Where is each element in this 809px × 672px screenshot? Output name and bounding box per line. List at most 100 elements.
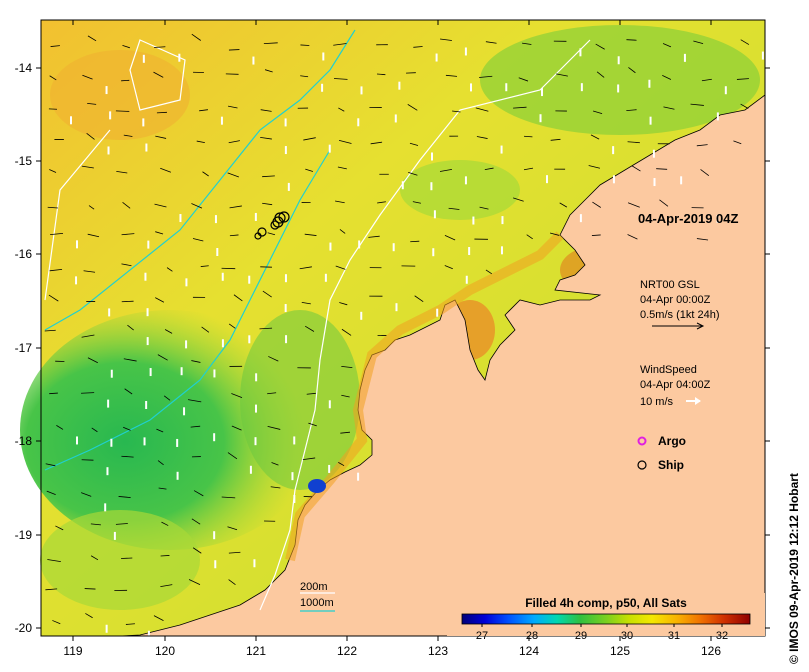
credit-label: © IMOS 09-Apr-2019 12:12 Hobart [787, 473, 801, 664]
current-vector [368, 235, 380, 238]
current-vector [229, 205, 242, 209]
x-tick-label: 125 [610, 644, 630, 658]
cool-water-mid [400, 160, 520, 220]
plot-frame [40, 19, 766, 637]
wind-scale-arrowhead [695, 397, 701, 405]
current-vector [663, 106, 675, 110]
current-vector [190, 425, 201, 428]
current-info-time: 04-Apr 00:00Z [640, 294, 711, 306]
current-vector [370, 141, 383, 145]
x-tick-label: 120 [155, 644, 175, 658]
current-vector [121, 263, 132, 267]
current-vector [308, 422, 317, 427]
current-vector [115, 523, 128, 525]
ship-marker [637, 460, 647, 470]
current-vector [271, 462, 279, 466]
current-vector [49, 268, 63, 272]
current-vector [231, 393, 243, 398]
cool-water-patch [240, 310, 360, 490]
current-vector [121, 79, 130, 82]
current-vector [55, 525, 64, 531]
current-vector [153, 615, 164, 621]
current-vector [264, 69, 273, 73]
colorbar-gradient [461, 613, 751, 625]
current-vector [90, 523, 101, 526]
current-vector [160, 167, 172, 173]
current-vector [227, 452, 238, 460]
current-vector [202, 171, 209, 177]
current-vector [337, 166, 347, 170]
current-vector [227, 172, 240, 178]
current-vector [475, 107, 489, 112]
current-info-block: NRT00 GSL 04-Apr 00:00Z 0.5m/s (1kt 24h) [640, 279, 719, 330]
current-vector [414, 295, 424, 303]
current-vector [164, 329, 173, 334]
current-vector [123, 134, 133, 137]
colorbar-label: 29 [575, 630, 587, 642]
x-tick-label: 119 [63, 644, 82, 658]
current-vector [522, 42, 532, 45]
current-vector [87, 35, 97, 42]
contour-200m-label: 200m [300, 581, 328, 593]
current-info-title: NRT00 GSL [640, 279, 700, 291]
current-vector [335, 265, 346, 270]
current-vector [259, 327, 273, 330]
current-vector [550, 138, 561, 141]
y-tick-label: -15 [15, 154, 33, 168]
current-vector [740, 103, 749, 109]
current-vector [52, 620, 61, 625]
current-vector [200, 265, 209, 267]
current-vector [409, 142, 419, 146]
current-vector [656, 168, 668, 170]
current-vector [87, 357, 98, 364]
argo-label: Argo [658, 434, 686, 448]
current-vector [267, 426, 281, 430]
current-vector [127, 324, 134, 331]
cool-water-south [40, 510, 200, 610]
y-axis: -14 -15 -16 -17 -18 -19 -20 [15, 61, 770, 635]
y-tick-label: -16 [15, 247, 33, 261]
x-axis: 119 120 121 122 123 124 125 126 [63, 20, 721, 658]
current-vector [228, 323, 236, 329]
current-vector [188, 579, 201, 585]
current-vector [47, 206, 58, 209]
current-vector [157, 460, 164, 466]
current-vector [193, 490, 204, 497]
current-vector [556, 73, 568, 77]
current-vector [626, 39, 637, 41]
current-vector [163, 395, 171, 401]
current-vector [341, 394, 350, 398]
current-vector [484, 167, 494, 171]
current-vector [662, 75, 672, 80]
current-vector [122, 44, 130, 49]
current-vector [155, 231, 164, 235]
current-vector [338, 107, 345, 112]
current-vector [86, 133, 95, 140]
current-vector [192, 238, 204, 242]
cool-water-north [480, 25, 760, 135]
current-vector [338, 462, 345, 467]
current-vector [191, 203, 203, 209]
current-scale-arrowhead [696, 322, 705, 330]
current-vector [440, 38, 452, 41]
current-vector [191, 360, 201, 363]
current-vector [82, 74, 93, 80]
colorbar-title: Filled 4h comp, p50, All Sats [525, 596, 687, 610]
current-vector [155, 135, 167, 139]
current-vector [155, 297, 165, 303]
y-tick-label: -18 [15, 434, 33, 448]
colorbar-label: 30 [621, 630, 633, 642]
contour-1000m-line [44, 29, 356, 471]
current-vector [88, 205, 95, 210]
colorbar-label: 32 [716, 630, 728, 642]
current-vector [262, 175, 275, 178]
current-vector [46, 490, 56, 496]
current-vector [479, 75, 493, 78]
current-vector [304, 233, 317, 236]
current-vector [303, 137, 316, 141]
timestamp-label: 04-Apr-2019 04Z [638, 211, 738, 226]
current-vector [701, 78, 712, 82]
current-vector [125, 623, 135, 625]
current-vector [44, 329, 56, 332]
current-vector [628, 67, 636, 74]
